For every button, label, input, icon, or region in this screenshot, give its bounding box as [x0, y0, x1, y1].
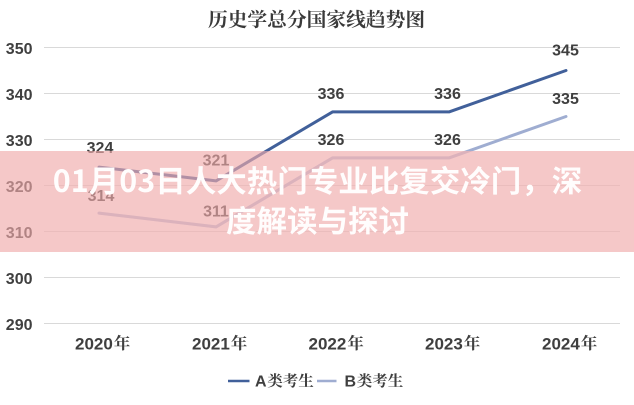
svg-text:290: 290 — [6, 317, 33, 334]
svg-text:345: 345 — [552, 43, 579, 60]
svg-text:A: A — [255, 374, 267, 391]
svg-text:2020: 2020 — [75, 335, 113, 354]
svg-text:350: 350 — [6, 41, 33, 58]
svg-text:326: 326 — [434, 132, 461, 149]
svg-text:335: 335 — [552, 91, 579, 108]
svg-text:336: 336 — [318, 86, 345, 103]
svg-text:2022: 2022 — [309, 335, 347, 354]
svg-text:300: 300 — [6, 271, 33, 288]
svg-text:2023: 2023 — [425, 335, 463, 354]
svg-text:326: 326 — [318, 132, 345, 149]
svg-text:336: 336 — [434, 86, 461, 103]
svg-text:340: 340 — [6, 87, 33, 104]
svg-text:2024: 2024 — [542, 335, 580, 354]
svg-text:330: 330 — [6, 133, 33, 150]
svg-text:2021: 2021 — [192, 335, 230, 354]
svg-text:B: B — [345, 374, 357, 391]
